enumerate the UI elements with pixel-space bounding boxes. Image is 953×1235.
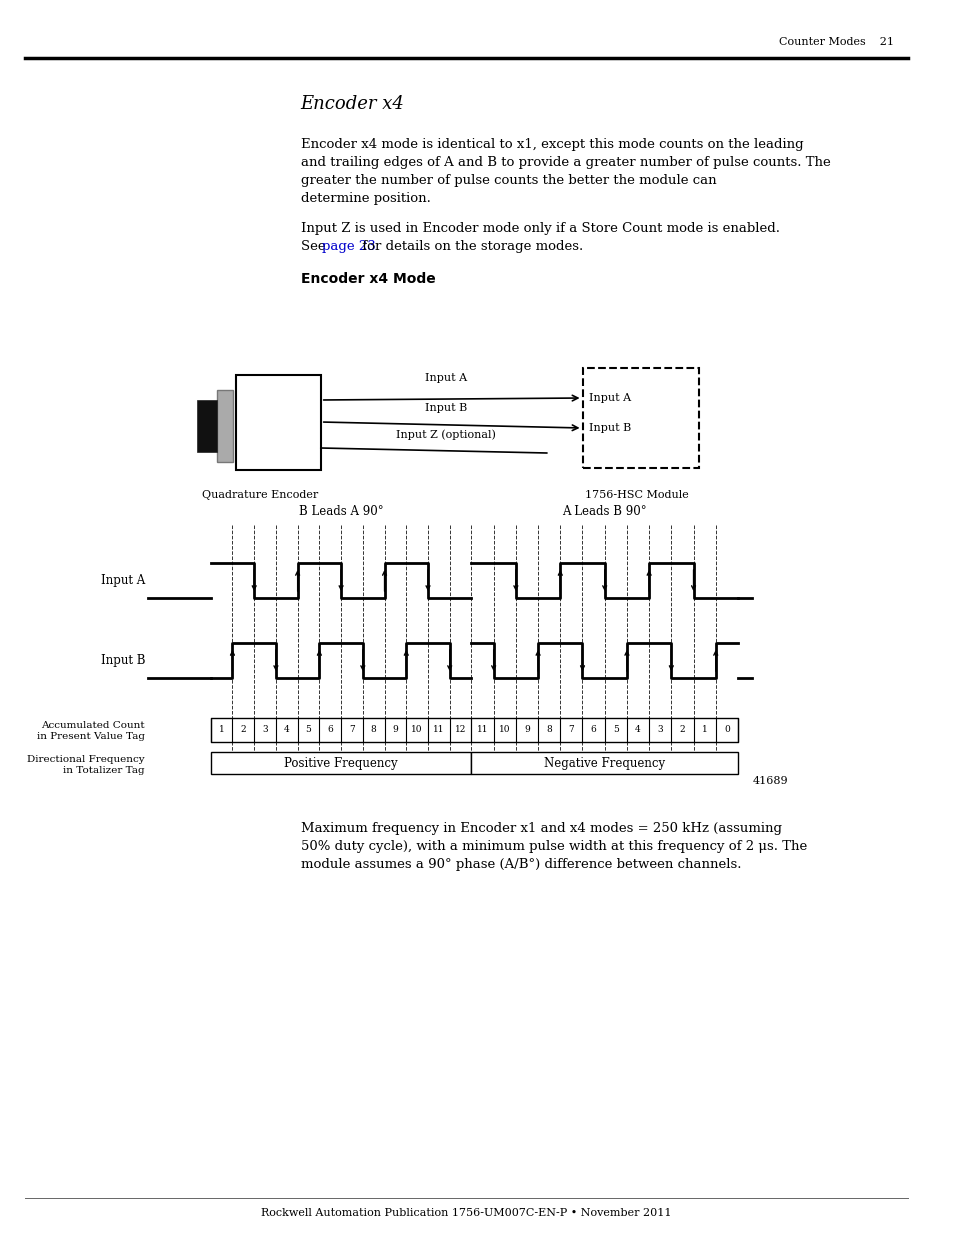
Bar: [471, 752, 738, 774]
Text: determine position.: determine position.: [300, 191, 430, 205]
Text: 7: 7: [349, 725, 355, 735]
Bar: [197, 400, 216, 452]
Text: 9: 9: [523, 725, 529, 735]
Text: for details on the storage modes.: for details on the storage modes.: [358, 240, 583, 253]
Text: 4: 4: [635, 725, 640, 735]
Text: Input B: Input B: [425, 403, 467, 412]
Text: Positive Frequency: Positive Frequency: [284, 757, 397, 769]
Text: Rockwell Automation Publication 1756-UM007C-EN-P • November 2011: Rockwell Automation Publication 1756-UM0…: [261, 1208, 671, 1218]
Text: Input A: Input A: [589, 393, 631, 403]
Bar: [583, 368, 699, 468]
Text: B Leads A 90°: B Leads A 90°: [298, 505, 383, 517]
Text: Input Z is used in Encoder mode only if a Store Count mode is enabled.: Input Z is used in Encoder mode only if …: [300, 222, 779, 235]
Text: in Present Value Tag: in Present Value Tag: [37, 732, 145, 741]
Text: 12: 12: [455, 725, 466, 735]
Text: Input B: Input B: [589, 424, 631, 433]
Text: 5: 5: [612, 725, 618, 735]
Text: in Totalizer Tag: in Totalizer Tag: [64, 766, 145, 776]
Bar: [216, 390, 233, 462]
Text: Encoder x4 mode is identical to x1, except this mode counts on the leading: Encoder x4 mode is identical to x1, exce…: [300, 138, 802, 151]
Text: 1: 1: [701, 725, 707, 735]
Text: Encoder x4: Encoder x4: [300, 95, 404, 112]
Text: 11: 11: [476, 725, 488, 735]
Text: 5: 5: [305, 725, 311, 735]
Text: Input B: Input B: [100, 655, 145, 667]
Text: 0: 0: [723, 725, 729, 735]
Text: 8: 8: [546, 725, 552, 735]
Text: See: See: [300, 240, 329, 253]
Text: 1: 1: [218, 725, 224, 735]
Text: Negative Frequency: Negative Frequency: [543, 757, 664, 769]
Text: Maximum frequency in Encoder x1 and x4 modes = 250 kHz (assuming: Maximum frequency in Encoder x1 and x4 m…: [300, 823, 781, 835]
Text: 6: 6: [590, 725, 596, 735]
Text: 9: 9: [392, 725, 397, 735]
Text: 10: 10: [411, 725, 422, 735]
Text: module assumes a 90° phase (A/B°) difference between channels.: module assumes a 90° phase (A/B°) differ…: [300, 858, 740, 871]
Text: A Leads B 90°: A Leads B 90°: [562, 505, 646, 517]
Text: 6: 6: [327, 725, 333, 735]
Text: Directional Frequency: Directional Frequency: [28, 755, 145, 764]
Text: greater the number of pulse counts the better the module can: greater the number of pulse counts the b…: [300, 174, 716, 186]
Text: 2: 2: [240, 725, 246, 735]
Text: 8: 8: [371, 725, 376, 735]
Text: page 23: page 23: [321, 240, 375, 253]
Text: Input A: Input A: [101, 574, 145, 587]
Text: Encoder x4 Mode: Encoder x4 Mode: [300, 272, 435, 287]
Bar: [235, 375, 320, 471]
Text: 2: 2: [679, 725, 684, 735]
Text: Quadrature Encoder: Quadrature Encoder: [202, 490, 317, 500]
Text: 50% duty cycle), with a minimum pulse width at this frequency of 2 μs. The: 50% duty cycle), with a minimum pulse wi…: [300, 840, 806, 853]
Text: Accumulated Count: Accumulated Count: [41, 721, 145, 730]
Text: 7: 7: [568, 725, 574, 735]
Bar: [211, 752, 471, 774]
Bar: [211, 718, 738, 742]
Text: 1756-HSC Module: 1756-HSC Module: [584, 490, 688, 500]
Text: Input Z (optional): Input Z (optional): [396, 430, 496, 440]
Text: and trailing edges of A and B to provide a greater number of pulse counts. The: and trailing edges of A and B to provide…: [300, 156, 829, 169]
Text: Input A: Input A: [425, 373, 467, 383]
Text: Counter Modes    21: Counter Modes 21: [779, 37, 894, 47]
Text: 3: 3: [657, 725, 662, 735]
Text: 4: 4: [284, 725, 290, 735]
Text: 41689: 41689: [752, 776, 787, 785]
Text: 3: 3: [262, 725, 268, 735]
Text: 11: 11: [433, 725, 444, 735]
Text: 10: 10: [498, 725, 510, 735]
